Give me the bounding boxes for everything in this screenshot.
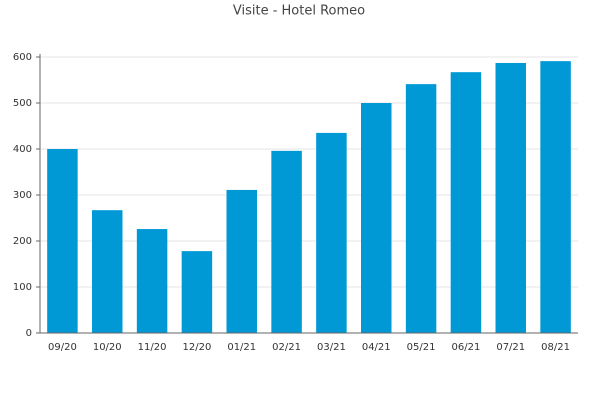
x-tick-label: 12/20	[183, 342, 212, 353]
x-tick-label: 09/20	[48, 342, 77, 353]
x-tick-label: 06/21	[452, 342, 481, 353]
x-tick-label: 01/21	[227, 342, 256, 353]
bar	[92, 210, 123, 333]
bar	[495, 62, 526, 333]
y-tick-label: 500	[13, 98, 32, 109]
x-tick-label: 10/20	[93, 342, 122, 353]
x-tick-label: 07/21	[496, 342, 525, 353]
x-tick-label: 03/21	[317, 342, 346, 353]
bar	[47, 149, 78, 333]
bar	[540, 61, 571, 333]
x-tick-label: 02/21	[272, 342, 301, 353]
x-tick-label: 11/20	[138, 342, 167, 353]
chart-title: Visite - Hotel Romeo	[233, 4, 365, 19]
y-tick-label: 600	[13, 52, 32, 63]
bar	[361, 103, 392, 333]
y-tick-label: 400	[13, 144, 32, 155]
y-tick-label: 0	[26, 328, 32, 339]
bar	[226, 189, 257, 333]
x-tick-label: 05/21	[407, 342, 436, 353]
bar	[181, 251, 213, 333]
bar	[405, 84, 437, 333]
bar	[271, 150, 302, 333]
bar	[316, 132, 347, 333]
x-tick-label: 04/21	[362, 342, 391, 353]
x-tick-label: 08/21	[541, 342, 570, 353]
bar	[136, 229, 168, 333]
y-tick-label: 100	[13, 282, 32, 293]
y-tick-label: 200	[13, 236, 32, 247]
bar	[450, 72, 482, 334]
y-tick-label: 300	[13, 190, 32, 201]
